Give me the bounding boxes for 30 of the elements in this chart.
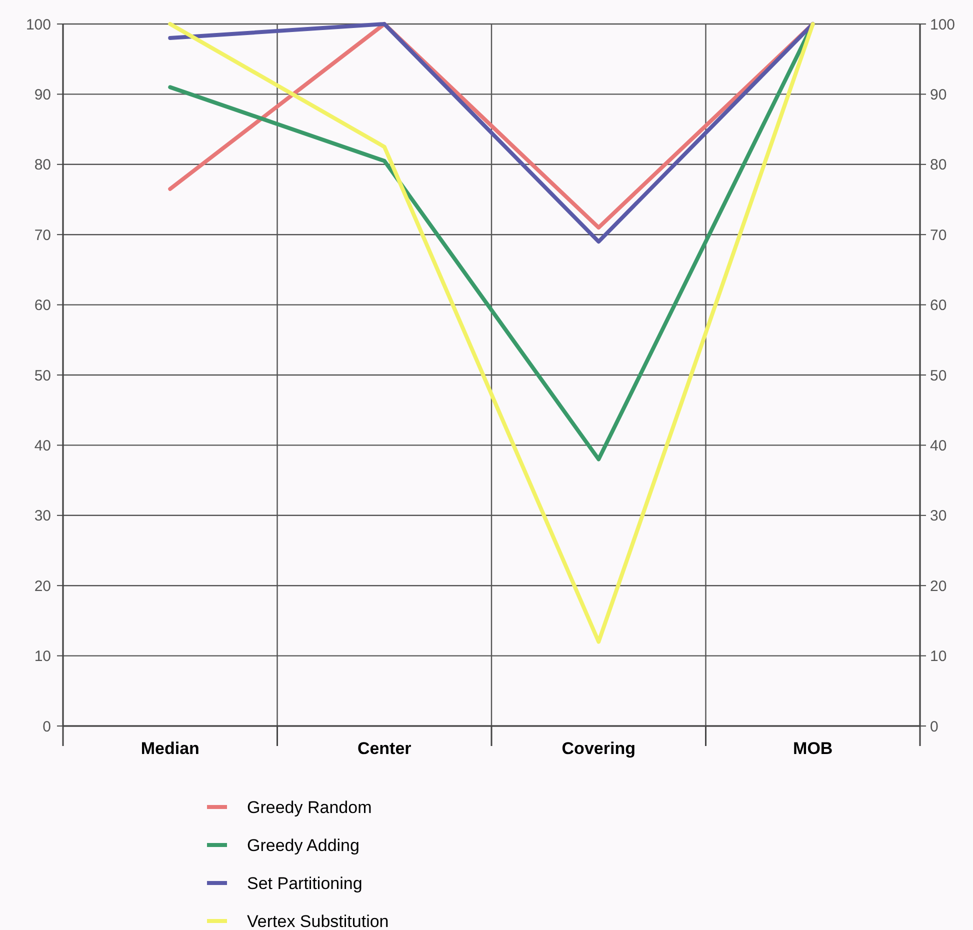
- legend-label: Vertex Substitution: [247, 912, 389, 930]
- y-tick-label: 100: [26, 16, 51, 34]
- y-tick-label: 60: [34, 297, 51, 314]
- y2-tick-label: 50: [930, 367, 947, 384]
- y-tick-label: 20: [34, 578, 51, 595]
- y-tick-label: 0: [42, 718, 51, 736]
- y-tick-label: 40: [34, 437, 51, 454]
- legend-label: Greedy Random: [247, 798, 372, 817]
- y-tick-label: 50: [34, 367, 51, 384]
- x-tick-label: Center: [357, 739, 412, 758]
- y2-tick-label: 30: [930, 508, 947, 525]
- y-tick-label: 70: [34, 226, 51, 244]
- x-tick-label: MOB: [793, 739, 833, 758]
- y2-tick-label: 80: [930, 156, 947, 174]
- y2-tick-label: 20: [930, 578, 947, 595]
- y-tick-label: 30: [34, 508, 51, 525]
- y2-tick-label: 0: [930, 718, 938, 736]
- legend-label: Greedy Adding: [247, 836, 360, 855]
- y2-tick-label: 100: [930, 16, 956, 34]
- y2-tick-label: 90: [930, 86, 947, 104]
- y2-tick-label: 60: [930, 297, 947, 314]
- y2-tick-label: 10: [930, 648, 947, 666]
- y2-tick-label: 40: [930, 437, 947, 454]
- x-tick-label: Median: [140, 739, 200, 758]
- y-tick-label: 90: [34, 86, 51, 104]
- legend-label: Set Partitioning: [247, 874, 362, 893]
- y2-tick-label: 70: [930, 226, 947, 244]
- y-tick-label: 80: [34, 156, 51, 174]
- y-tick-label: 10: [34, 648, 51, 666]
- x-tick-label: Covering: [562, 739, 636, 758]
